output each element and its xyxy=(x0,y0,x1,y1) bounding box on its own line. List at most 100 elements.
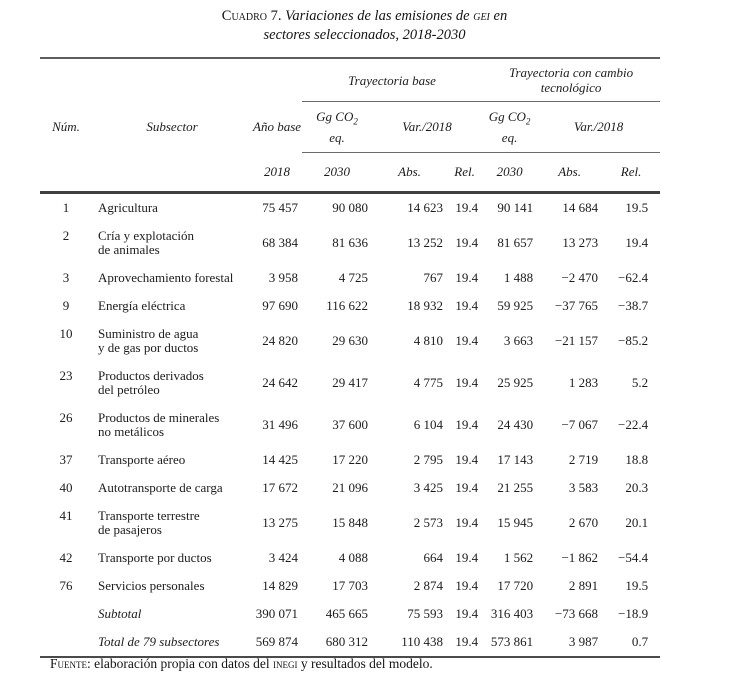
cell-tech-rel: −54.4 xyxy=(618,550,649,565)
source-note: Fuente: elaboración propia con datos del… xyxy=(50,656,710,672)
cell-subsector: Total de 79 subsectores xyxy=(98,634,220,649)
col-header-rel-tech: Rel. xyxy=(602,152,661,194)
col-header-rel-base: Rel. xyxy=(447,152,483,194)
cell-tech-abs: 3 583 xyxy=(568,480,599,495)
cell-base-rel: 19.4 xyxy=(455,200,479,215)
cell-base-abs: 4 810 xyxy=(413,333,444,348)
cell-tech-rel: 19.4 xyxy=(625,235,649,250)
cell-base-rel: 19.4 xyxy=(455,375,479,390)
table-row: 41 Transporte terrestre de pasajeros 13 … xyxy=(40,502,660,544)
cell-base-2030: 15 848 xyxy=(332,515,369,530)
cell-subsector: Transporte por ductos xyxy=(98,550,212,565)
table-title: Cuadro 7. Variaciones de las emisiones d… xyxy=(0,7,729,45)
cell-base-2030: 90 080 xyxy=(332,200,369,215)
cell-base-rel: 19.4 xyxy=(455,606,479,621)
cell-num: 23 xyxy=(59,368,73,383)
cell-base-rel: 19.4 xyxy=(455,270,479,285)
cell-tech-abs: −73 668 xyxy=(554,606,599,621)
gg-co2-text: Gg CO xyxy=(488,109,526,125)
cell-base-2030: 116 622 xyxy=(326,298,369,313)
cell-tech-abs: −1 862 xyxy=(561,550,599,565)
co2-subscript: 2 xyxy=(525,116,531,127)
cell-tech-abs: 3 987 xyxy=(568,634,599,649)
title-line1-text: Variaciones de las emisiones de xyxy=(281,8,474,24)
cell-base-2018: 3 424 xyxy=(268,550,299,565)
cell-base-rel: 19.4 xyxy=(455,634,479,649)
cell-base-rel: 19.4 xyxy=(455,452,479,467)
cell-tech-rel: −85.2 xyxy=(618,333,649,348)
cell-tech-abs: −7 067 xyxy=(561,417,599,432)
cell-tech-rel: −18.9 xyxy=(618,606,649,621)
header-spacer xyxy=(92,152,252,194)
cell-base-abs: 4 775 xyxy=(413,375,444,390)
cell-tech-rel: 5.2 xyxy=(631,375,649,390)
col-group-base-trajectory: Trayectoria base xyxy=(302,58,483,102)
cell-tech-rel: 0.7 xyxy=(631,634,649,649)
cell-base-abs: 2 573 xyxy=(413,515,444,530)
cell-num: 1 xyxy=(62,200,70,215)
col-header-2030-tech: 2030 xyxy=(482,152,538,194)
cell-tech-2030: 90 141 xyxy=(497,200,534,215)
cell-base-rel: 19.4 xyxy=(455,417,479,432)
gg-co2-text: Gg CO xyxy=(316,109,354,125)
cell-subsector: Agricultura xyxy=(98,200,158,215)
cell-tech-2030: 17 720 xyxy=(497,578,534,593)
cell-base-2018: 75 457 xyxy=(262,200,299,215)
cell-base-rel: 19.4 xyxy=(455,298,479,313)
cell-base-2030: 4 088 xyxy=(338,550,369,565)
cell-num xyxy=(40,628,92,657)
cell-base-abs: 6 104 xyxy=(413,417,444,432)
cell-tech-2030: 21 255 xyxy=(497,480,534,495)
col-header-gg-co2-tech: Gg CO2 eq. xyxy=(482,101,538,153)
cell-base-rel: 19.4 xyxy=(455,333,479,348)
cell-subsector: Aprovechamiento forestal xyxy=(98,270,234,285)
cell-base-abs: 767 xyxy=(423,270,444,285)
cell-num: 41 xyxy=(59,508,73,523)
cell-subsector: Autotransporte de carga xyxy=(98,480,223,495)
gg-eq-text: eq. xyxy=(501,129,518,145)
cell-base-rel: 19.4 xyxy=(455,550,479,565)
cell-subsector: Servicios personales xyxy=(98,578,205,593)
cell-num: 42 xyxy=(59,550,73,565)
cell-tech-rel: −38.7 xyxy=(618,298,649,313)
cell-base-rel: 19.4 xyxy=(455,515,479,530)
title-line1-end: en xyxy=(489,8,508,24)
cell-base-2030: 81 636 xyxy=(332,235,369,250)
cell-subsector: Subtotal xyxy=(98,606,142,621)
cell-tech-2030: 1 488 xyxy=(503,270,534,285)
cell-base-abs: 14 623 xyxy=(407,200,444,215)
cell-tech-2030: 59 925 xyxy=(497,298,534,313)
cell-base-2018: 3 958 xyxy=(268,270,299,285)
cell-base-rel: 19.4 xyxy=(455,235,479,250)
cell-base-abs: 2 874 xyxy=(413,578,444,593)
cell-base-abs: 2 795 xyxy=(413,452,444,467)
table-row: 10 Suministro de agua y de gas por ducto… xyxy=(40,320,660,362)
gg-eq-text: eq. xyxy=(329,129,345,145)
cell-num: 9 xyxy=(62,298,70,313)
col-header-2018: 2018 xyxy=(252,152,303,194)
cell-tech-rel: 20.3 xyxy=(625,480,649,495)
cell-tech-abs: 13 273 xyxy=(562,235,599,250)
cell-subsector: Cría y explotación de animales xyxy=(98,228,195,257)
table-number-label: Cuadro 7. xyxy=(221,8,282,24)
cell-tech-abs: −37 765 xyxy=(554,298,599,313)
cell-base-abs: 75 593 xyxy=(407,606,444,621)
cell-tech-rel: −22.4 xyxy=(618,417,649,432)
cell-base-abs: 110 438 xyxy=(401,634,444,649)
cell-tech-2030: 24 430 xyxy=(497,417,534,432)
cell-base-abs: 3 425 xyxy=(413,480,444,495)
cell-base-2018: 14 425 xyxy=(262,452,299,467)
cell-tech-abs: −2 470 xyxy=(561,270,599,285)
cell-tech-rel: 20.1 xyxy=(625,515,649,530)
cell-base-2018: 390 071 xyxy=(255,606,299,621)
cell-tech-2030: 316 403 xyxy=(490,606,534,621)
source-label: Fuente: xyxy=(50,656,91,671)
cell-tech-abs: −21 157 xyxy=(554,333,599,348)
cell-num: 26 xyxy=(59,410,73,425)
emissions-table-container: Trayectoria base Trayectoria con cambio … xyxy=(40,57,661,658)
cell-tech-2030: 15 945 xyxy=(497,515,534,530)
table-row: 1 Agricultura 75 457 90 080 14 623 19.4 … xyxy=(40,193,660,223)
col-header-abs-base: Abs. xyxy=(372,152,448,194)
cell-num: 40 xyxy=(59,480,73,495)
cell-tech-2030: 573 861 xyxy=(490,634,534,649)
